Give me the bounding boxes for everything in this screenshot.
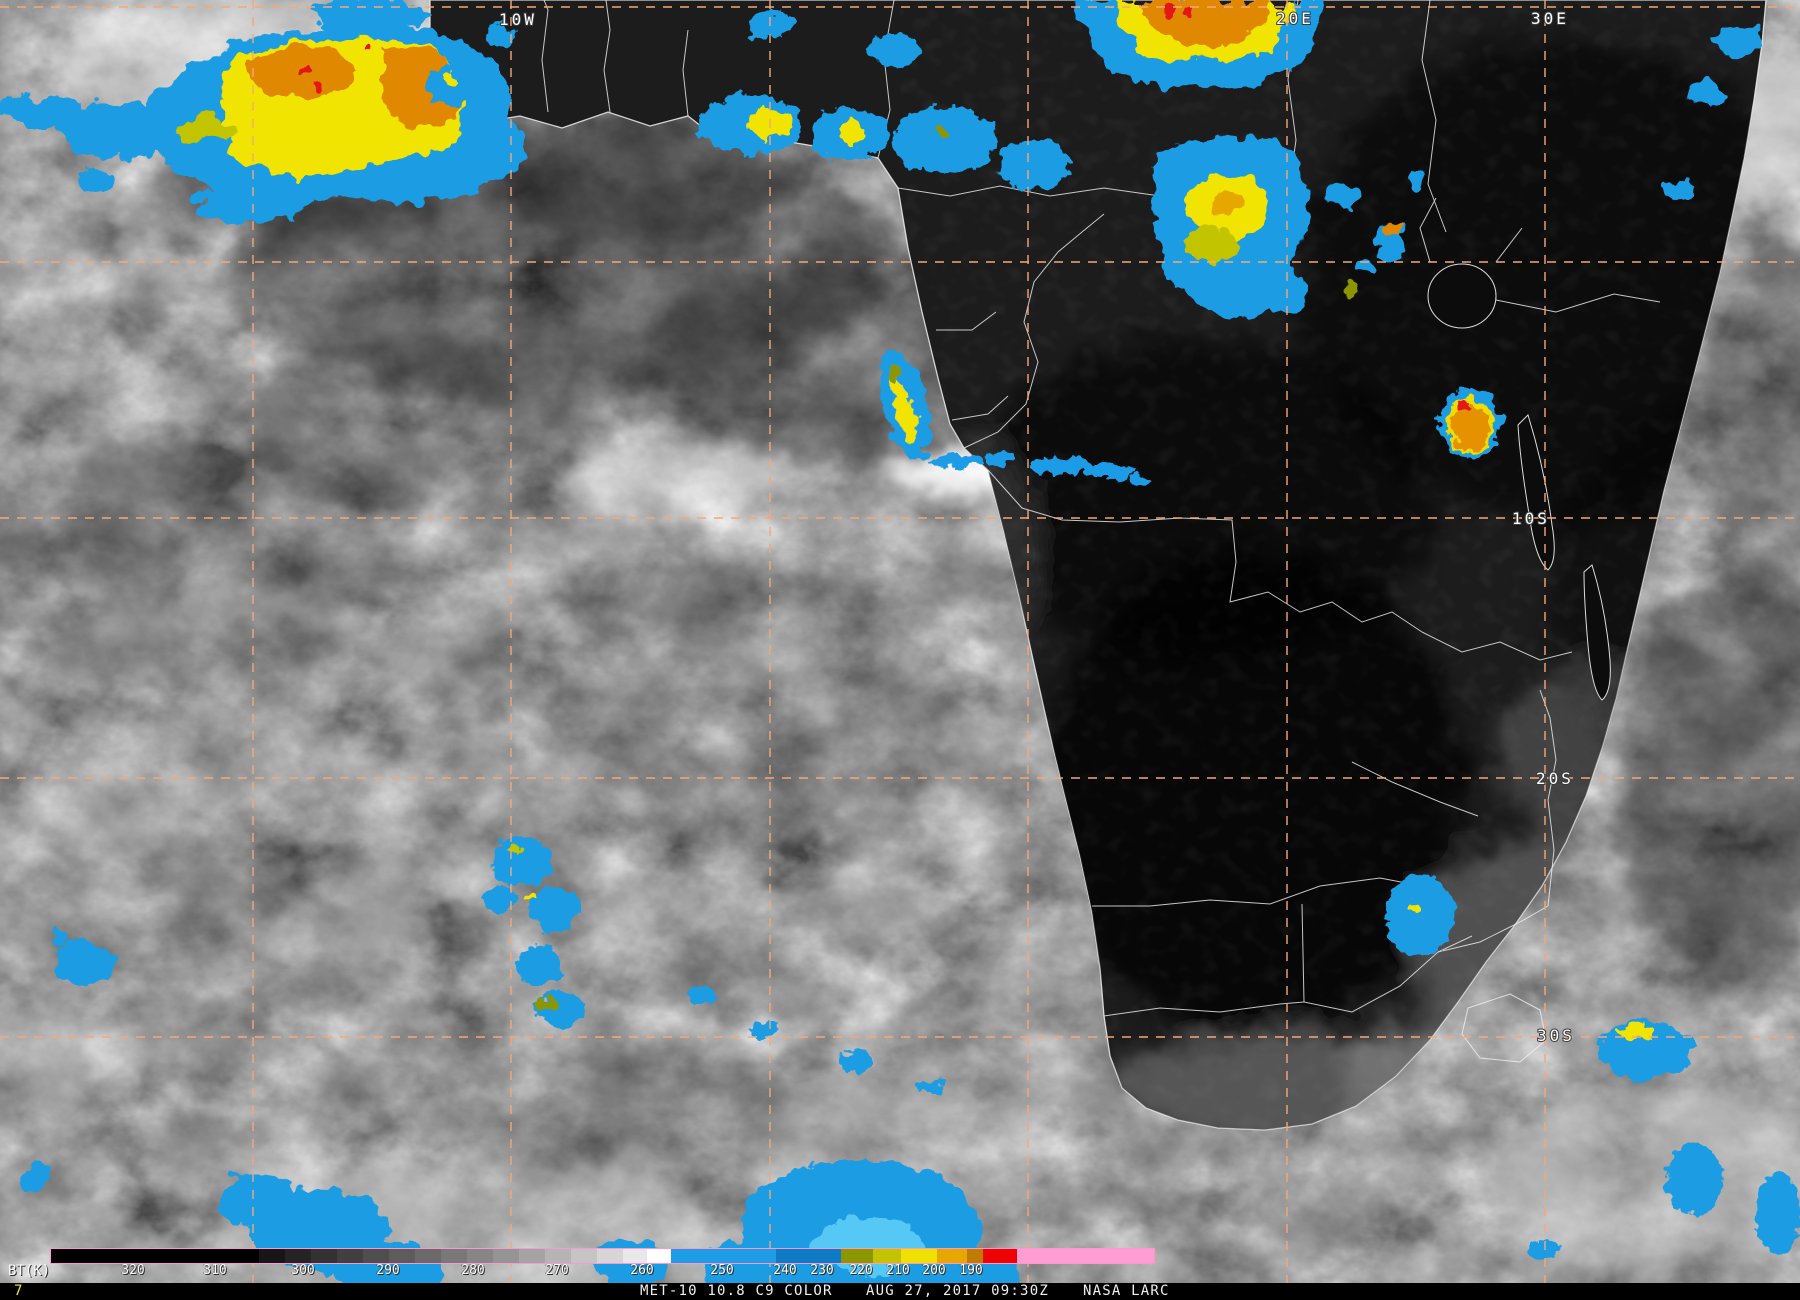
frame-number: 7 [14,1283,24,1299]
colorbar [50,1248,1155,1264]
colorbar-segment [873,1249,901,1263]
grid-label: 10S [1512,509,1550,528]
colorbar-tick: 190 [959,1263,983,1278]
colorbar-segment [623,1249,647,1263]
colorbar-tick: 240 [773,1263,797,1278]
convection-itcz-cluster [23,0,524,223]
colorbar-tick: 310 [203,1263,227,1278]
grid-label: 30S [1537,1026,1575,1045]
colorbar-tick: 270 [545,1263,569,1278]
colorbar-segment [389,1249,415,1263]
colorbar-segment [841,1249,873,1263]
colorbar-tick: 260 [630,1263,654,1278]
cloud-swirl [28,265,863,952]
convection-top-centre [698,11,1071,191]
grid-label: 20E [1276,9,1314,28]
colorbar-tick: 280 [461,1263,485,1278]
convection-south-centre [482,834,944,1096]
grid-labels-layer: 10W 20E 30E 10S 20S 30S [498,8,1575,1046]
colorbar-tick: 220 [849,1263,873,1278]
colorbar-segment [901,1249,937,1263]
colorbar-tick: 230 [810,1263,834,1278]
colorbar-title: BT(K) [8,1263,51,1279]
colorbar-segment [259,1249,285,1263]
convection-tanganyika-cell [1440,390,1500,458]
colorbar-tick: 200 [922,1263,946,1278]
colorbar-segment [441,1249,467,1263]
colorbar-segment [467,1249,493,1263]
colorbar-tick: 210 [886,1263,910,1278]
colorbar-segment [545,1249,571,1263]
colorbar-segment [983,1249,1017,1263]
convection-south-east [1386,180,1800,1260]
colorbar-segment [597,1249,623,1263]
colorbar-segment [493,1249,519,1263]
colorbar-segment [363,1249,389,1263]
colorbar-segment [647,1249,671,1263]
footer-bar: 7 MET-10 10.8 C9 COLOR AUG 27, 2017 09:3… [0,1283,1800,1300]
colorbar-scale: BT(K) 320 310 300 290 280 270 260 250 240 230 220 2… [0,1262,1800,1280]
colorbar-segment [337,1249,363,1263]
grid-label: 30E [1531,9,1569,28]
country-borders [541,0,1661,1063]
colorbar-tick: 290 [376,1263,400,1278]
grid-label: 20S [1536,769,1574,788]
colorbar-segment [671,1249,776,1263]
colorbar-tick: 250 [710,1263,734,1278]
convection-midocean-line [879,348,931,462]
credit-label: NASA LARC [1083,1283,1170,1299]
colorbar-segment [937,1249,967,1263]
colorbar-segment [776,1249,841,1263]
colorbar-segment [415,1249,441,1263]
colorbar-tick: 300 [291,1263,315,1278]
colorbar-segment [285,1249,311,1263]
colorbar-segment [311,1249,337,1263]
colorbar-segment [519,1249,545,1263]
colorbar-tick: 320 [121,1263,145,1278]
convection-top-right-blob [1079,0,1766,107]
product-label: MET-10 10.8 C9 COLOR [640,1283,833,1299]
colorbar-segment [51,1249,259,1263]
convection-coastal-band [929,452,1152,486]
grid-label: 10W [499,10,537,29]
convection-congo-cluster [1151,134,1425,318]
colorbar-segment [571,1249,597,1263]
timestamp-label: AUG 27, 2017 09:30Z [866,1283,1049,1299]
colorbar-segment [1017,1249,1154,1263]
convection-guinea-cells [0,25,514,190]
colorbar-segment [967,1249,983,1263]
